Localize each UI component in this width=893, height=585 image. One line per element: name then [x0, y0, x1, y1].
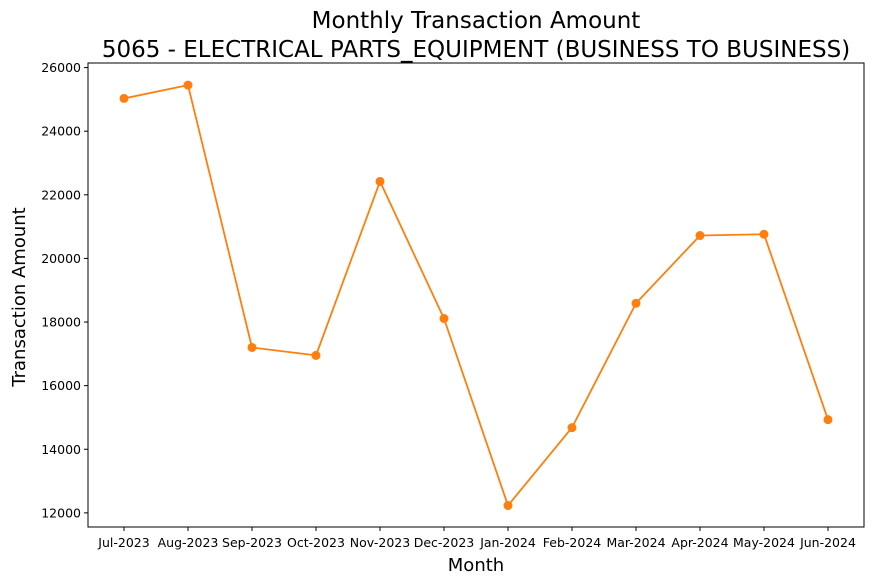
x-tick-label: Apr-2024 — [671, 535, 728, 550]
x-tick-label: Nov-2023 — [350, 535, 410, 550]
chart-subtitle: 5065 - ELECTRICAL PARTS_EQUIPMENT (BUSIN… — [102, 37, 850, 63]
data-point — [311, 350, 321, 360]
y-tick-label: 12000 — [41, 505, 81, 520]
plot-area: 12000 14000 16000 18000 20000 22000 24000 26000… — [41, 60, 865, 550]
data-point — [823, 415, 833, 425]
y-axis-label: Transaction Amount — [9, 207, 30, 387]
y-tick-label: 22000 — [41, 187, 81, 202]
x-tick-label: Sep-2023 — [222, 535, 282, 550]
data-point — [503, 501, 513, 511]
x-tick-label: Jan-2024 — [479, 535, 536, 550]
y-tick-label: 18000 — [41, 315, 81, 330]
data-point — [183, 80, 193, 90]
data-point — [375, 176, 385, 186]
series-line — [123, 84, 829, 507]
plot-frame — [87, 62, 865, 528]
data-point — [247, 342, 257, 352]
x-tick-label: Aug-2023 — [158, 535, 219, 550]
x-tick-label: Dec-2023 — [414, 535, 475, 550]
y-tick-label: 14000 — [41, 442, 81, 457]
data-point — [119, 93, 129, 103]
x-tick-label: Jun-2024 — [799, 535, 856, 550]
data-point — [695, 231, 705, 241]
data-point — [567, 423, 577, 433]
x-tick-label: Oct-2023 — [287, 535, 345, 550]
x-tick-label: May-2024 — [733, 535, 795, 550]
x-tick-label: Feb-2024 — [543, 535, 602, 550]
y-tick-label: 24000 — [41, 124, 81, 139]
data-point — [631, 298, 641, 308]
x-tick-label: Mar-2024 — [606, 535, 665, 550]
y-tick-label: 20000 — [41, 251, 81, 266]
y-tick-label: 26000 — [41, 60, 81, 75]
chart-title: Monthly Transaction Amount — [312, 8, 641, 34]
data-point — [759, 229, 769, 239]
y-tick-label: 16000 — [41, 378, 81, 393]
x-axis-label: Month — [448, 555, 504, 576]
data-point — [439, 314, 449, 324]
x-tick-label: Jul-2023 — [97, 535, 149, 550]
